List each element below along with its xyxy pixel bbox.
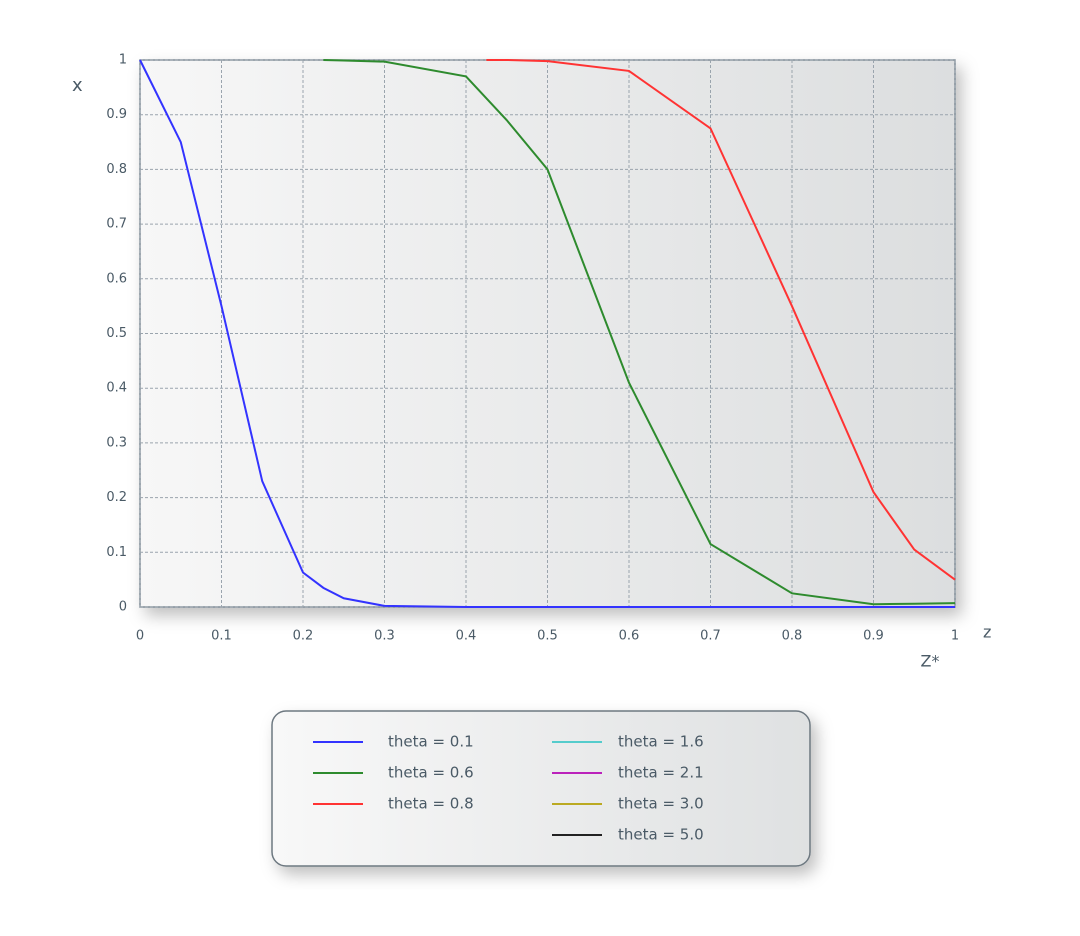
x-axis-label: z [983, 623, 991, 642]
y-tick-label: 0.4 [106, 381, 127, 396]
y-tick-label: 0.6 [106, 271, 127, 286]
x-tick-label: 0.2 [293, 629, 314, 644]
x-tick-label: 0.8 [782, 629, 803, 644]
x-tick-label: 1 [951, 629, 959, 644]
data-line [323, 59, 956, 606]
legend-label: theta = 0.1 [388, 733, 474, 751]
x-tick-label: 0.4 [456, 629, 477, 644]
x-tick-label: 0 [136, 629, 144, 644]
y-tick-label: 0.2 [106, 490, 127, 505]
x-tick-label: 0.3 [374, 629, 395, 644]
x-axis-sublabel: Z* [921, 652, 940, 671]
legend-label: theta = 3.0 [618, 795, 704, 813]
legend-label: theta = 0.6 [388, 764, 474, 782]
data-line [139, 59, 955, 608]
y-axis-label: x [72, 75, 83, 96]
y-tick-label: 0.9 [106, 107, 127, 122]
x-tick-label: 0.7 [700, 629, 721, 644]
y-tick-label: 0.5 [106, 326, 127, 341]
legend-label: theta = 0.8 [388, 795, 474, 813]
x-tick-label: 0.5 [537, 629, 558, 644]
y-tick-label: 0.1 [106, 545, 127, 560]
legend-label: theta = 1.6 [618, 733, 704, 751]
y-tick-label: 0.3 [106, 435, 127, 450]
y-tick-label: 1 [119, 53, 127, 68]
x-tick-label: 0.6 [619, 629, 640, 644]
data-line [486, 59, 956, 581]
legend-label: theta = 5.0 [618, 826, 704, 844]
x-tick-label: 0.9 [863, 629, 884, 644]
y-tick-label: 0.8 [106, 162, 127, 177]
y-tick-label: 0 [119, 600, 127, 615]
x-tick-label: 0.1 [211, 629, 232, 644]
legend-box [271, 710, 811, 867]
y-tick-label: 0.7 [106, 217, 127, 232]
legend-label: theta = 2.1 [618, 764, 704, 782]
